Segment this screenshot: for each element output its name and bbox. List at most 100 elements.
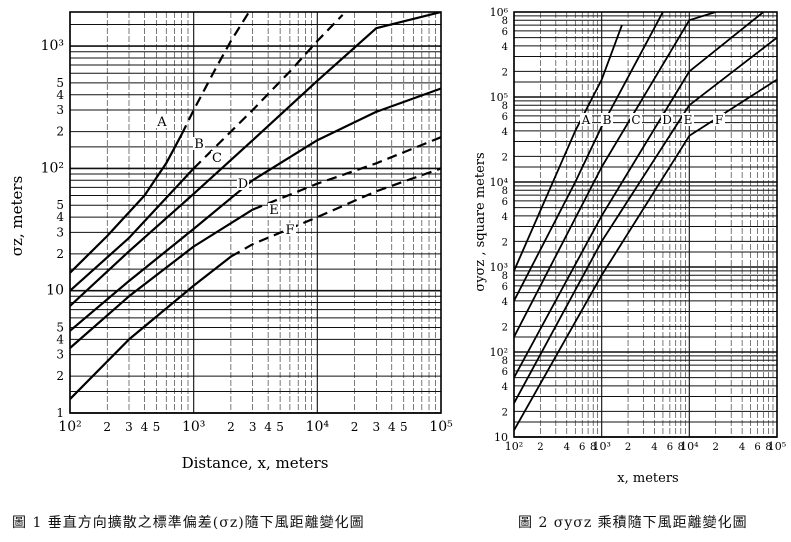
series-line-F-dashed bbox=[230, 167, 441, 258]
y-tick-label: 3 bbox=[56, 348, 64, 362]
x-axis-label: x, meters bbox=[617, 471, 678, 486]
y-tick-label: 4 bbox=[502, 127, 508, 138]
y-tick-label: 6 bbox=[502, 27, 508, 38]
series-line-D bbox=[70, 87, 441, 332]
y-tick-label: 2 bbox=[502, 237, 508, 248]
y-tick-label: 4 bbox=[502, 212, 508, 223]
y-tick-label: 10² bbox=[490, 346, 508, 359]
x-tick-label: 6 bbox=[754, 442, 760, 453]
series-label-C: C bbox=[212, 151, 222, 166]
y-tick-label: 8 bbox=[502, 271, 508, 282]
series-line-B-dashed bbox=[192, 14, 344, 170]
y-tick-label: 8 bbox=[502, 16, 508, 27]
series-line-E bbox=[514, 36, 777, 404]
series-group bbox=[514, 12, 777, 431]
series-line-E-dashed bbox=[252, 136, 441, 211]
x-tick-label: 2 bbox=[103, 420, 111, 434]
series-label-E: E bbox=[684, 113, 693, 127]
series-label-bg bbox=[211, 151, 223, 164]
y-tick-label: 10 bbox=[46, 283, 64, 299]
series-label-bg bbox=[156, 115, 168, 128]
x-tick-label: 10³ bbox=[182, 419, 205, 435]
series-label-C: C bbox=[631, 113, 640, 127]
x-tick-label: 4 bbox=[564, 442, 570, 453]
grid bbox=[69, 12, 441, 414]
x-tick-label: 10⁵ bbox=[429, 419, 453, 435]
y-tick-label: 4 bbox=[502, 42, 508, 53]
y-tick-label: 4 bbox=[502, 297, 508, 308]
x-tick-label: 4 bbox=[651, 442, 657, 453]
y-tick-label: 6 bbox=[502, 197, 508, 208]
y-tick-label: 6 bbox=[502, 367, 508, 378]
y-tick-label: 10⁵ bbox=[490, 91, 508, 104]
series-label-E: E bbox=[269, 203, 279, 218]
y-tick-label: 5 bbox=[56, 198, 64, 212]
y-tick-label: 4 bbox=[56, 88, 64, 102]
series-label-bg bbox=[661, 113, 673, 126]
x-tick-label: 10² bbox=[505, 440, 523, 453]
x-tick-label: 6 bbox=[667, 442, 673, 453]
y-tick-label: 2 bbox=[56, 247, 64, 261]
y-tick-label: 8 bbox=[502, 186, 508, 197]
y-tick-label: 4 bbox=[56, 332, 64, 346]
series-label-A: A bbox=[156, 115, 167, 130]
series-label-D: D bbox=[238, 177, 248, 192]
x-tick-label: 5 bbox=[276, 420, 284, 434]
x-tick-label: 8 bbox=[765, 442, 771, 453]
x-tick-label: 10² bbox=[58, 419, 81, 435]
y-tick-label: 8 bbox=[502, 101, 508, 112]
x-tick-label: 10⁴ bbox=[680, 440, 699, 453]
series-label-bg bbox=[237, 177, 249, 190]
figure-1-caption: 圖 1 垂直方向擴散之標準偏差(σz)隨下風距離變化圖 bbox=[12, 515, 365, 531]
series-label-F: F bbox=[285, 223, 294, 238]
series-line-E bbox=[70, 208, 254, 349]
series-label-bg bbox=[713, 113, 725, 126]
x-tick-label: 4 bbox=[264, 420, 272, 434]
x-tick-label: 3 bbox=[125, 420, 133, 434]
series-label-bg bbox=[601, 113, 613, 126]
series-line-C bbox=[514, 12, 716, 338]
series-line-A-dashed bbox=[180, 12, 250, 135]
x-tick-label: 5 bbox=[153, 420, 161, 434]
y-axis-label: σyσz , square meters bbox=[473, 152, 488, 291]
x-tick-label: 3 bbox=[249, 420, 257, 434]
y-tick-label: 3 bbox=[56, 225, 64, 239]
y-tick-label: 4 bbox=[56, 210, 64, 224]
plot-frame bbox=[513, 11, 778, 438]
series-label-bg bbox=[193, 137, 205, 150]
y-tick-label: 10⁶ bbox=[490, 6, 509, 19]
x-tick-label: 2 bbox=[537, 442, 543, 453]
y-tick-label: 10⁴ bbox=[490, 176, 509, 189]
x-tick-label: 2 bbox=[713, 442, 719, 453]
plot-frame bbox=[69, 11, 442, 414]
y-tick-label: 2 bbox=[56, 369, 64, 383]
series-line-A bbox=[70, 133, 183, 274]
series-line-F bbox=[70, 255, 232, 400]
y-tick-label: 6 bbox=[502, 112, 508, 123]
x-tick-label: 3 bbox=[373, 420, 381, 434]
y-tick-label: 2 bbox=[502, 152, 508, 163]
x-axis-label: Distance, x, meters bbox=[182, 454, 329, 472]
series-label-bg bbox=[682, 113, 694, 126]
series-label-bg bbox=[630, 113, 642, 126]
y-tick-label: 2 bbox=[56, 125, 64, 139]
series-line-C bbox=[70, 12, 441, 307]
x-tick-label: 4 bbox=[739, 442, 745, 453]
series-label-B: B bbox=[603, 113, 612, 127]
x-tick-label: 4 bbox=[388, 420, 396, 434]
y-tick-label: 2 bbox=[502, 322, 508, 333]
y-axis-label: σz, meters bbox=[8, 176, 26, 257]
x-tick-label: 4 bbox=[141, 420, 149, 434]
x-tick-label: 10⁵ bbox=[768, 440, 786, 453]
series-line-B bbox=[70, 167, 195, 292]
y-tick-label: 2 bbox=[502, 67, 508, 78]
series-line-D bbox=[514, 12, 764, 379]
series-group bbox=[70, 12, 441, 400]
y-tick-label: 2 bbox=[502, 407, 508, 418]
x-tick-label: 8 bbox=[590, 442, 596, 453]
y-tick-label: 8 bbox=[502, 356, 508, 367]
series-label-bg bbox=[268, 203, 280, 216]
